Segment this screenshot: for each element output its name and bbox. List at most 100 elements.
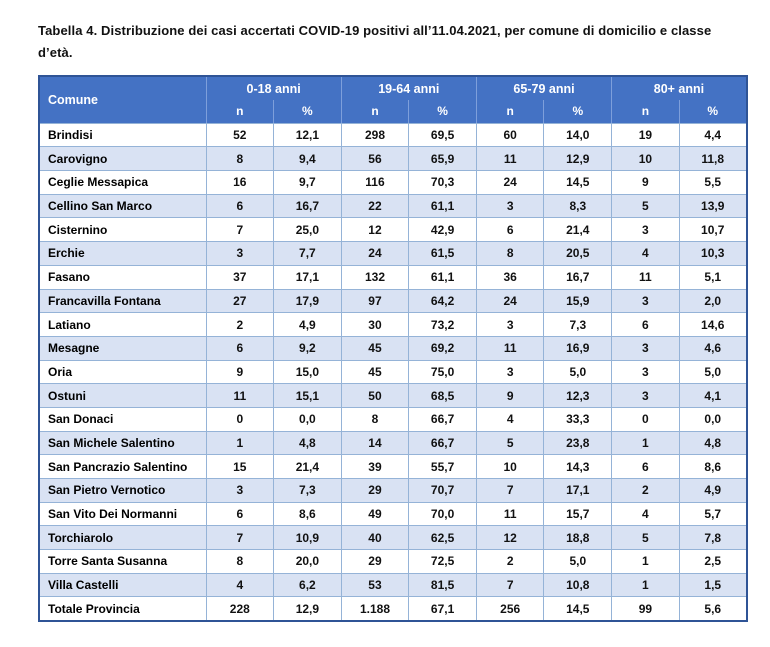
count-cell: 30 <box>340 312 410 337</box>
percent-cell: 12,3 <box>543 383 613 408</box>
count-cell: 3 <box>611 335 680 361</box>
table-row: Latiano 2 4,9 30 73,2 3 7,3 6 14,6 <box>38 312 748 337</box>
count-cell: 6 <box>475 217 545 243</box>
count-cell: 6 <box>205 193 275 219</box>
table-header: Comune 0-18 anni 19-64 anni 65-79 anni 80+ … <box>38 75 748 124</box>
comune-cell: Latiano <box>38 312 207 337</box>
percent-cell: 55,7 <box>408 454 477 479</box>
count-cell: 3 <box>611 288 680 314</box>
percent-cell: 75,0 <box>408 359 477 385</box>
table-row: Fasano 37 17,1 132 61,1 36 16,7 11 5,1 <box>38 264 748 290</box>
percent-cell: 17,1 <box>273 264 342 290</box>
header-sub-count: n <box>611 100 680 124</box>
table-row: Brindisi 52 12,1 298 69,5 60 14,0 19 4,4 <box>38 122 748 148</box>
count-cell: 99 <box>611 596 680 622</box>
percent-cell: 6,2 <box>273 572 342 598</box>
table-row: Carovigno 8 9,4 56 65,9 11 12,9 10 11,8 <box>38 146 748 172</box>
table-row: San Pietro Vernotico 3 7,3 29 70,7 7 17,1 2 4,9 <box>38 478 748 503</box>
count-cell: 6 <box>205 501 275 527</box>
header-sub-percent: % <box>543 100 613 124</box>
count-cell: 6 <box>205 335 275 361</box>
count-cell: 24 <box>475 170 545 195</box>
table-row: San Michele Salentino 1 4,8 14 66,7 5 23,8 1 4,8 <box>38 430 748 456</box>
count-cell: 4 <box>611 241 680 266</box>
header-age-group: 80+ anni <box>611 75 748 101</box>
percent-cell: 4,9 <box>273 312 342 337</box>
percent-cell: 14,6 <box>678 312 748 337</box>
count-cell: 228 <box>205 596 275 622</box>
percent-cell: 12,9 <box>273 596 342 622</box>
percent-cell: 0,0 <box>273 406 342 432</box>
percent-cell: 66,7 <box>408 406 477 432</box>
percent-cell: 9,4 <box>273 146 342 172</box>
count-cell: 11 <box>475 335 545 361</box>
percent-cell: 9,7 <box>273 170 342 195</box>
percent-cell: 0,0 <box>678 406 748 432</box>
percent-cell: 12,1 <box>273 122 342 148</box>
comune-cell: San Pancrazio Salentino <box>38 454 207 479</box>
count-cell: 40 <box>340 525 410 551</box>
percent-cell: 5,0 <box>543 549 613 574</box>
percent-cell: 5,0 <box>678 359 748 385</box>
count-cell: 56 <box>340 146 410 172</box>
percent-cell: 2,0 <box>678 288 748 314</box>
count-cell: 298 <box>340 122 410 148</box>
header-age-group: 0-18 anni <box>205 75 342 101</box>
percent-cell: 10,9 <box>273 525 342 551</box>
comune-cell: San Pietro Vernotico <box>38 478 207 503</box>
percent-cell: 15,1 <box>273 383 342 408</box>
count-cell: 3 <box>611 217 680 243</box>
count-cell: 15 <box>205 454 275 479</box>
count-cell: 6 <box>611 454 680 479</box>
count-cell: 19 <box>611 122 680 148</box>
percent-cell: 69,2 <box>408 335 477 361</box>
percent-cell: 4,4 <box>678 122 748 148</box>
table-row: Torchiarolo 7 10,9 40 62,5 12 18,8 5 7,8 <box>38 525 748 551</box>
count-cell: 1.188 <box>340 596 410 622</box>
count-cell: 3 <box>611 359 680 385</box>
percent-cell: 69,5 <box>408 122 477 148</box>
count-cell: 11 <box>475 501 545 527</box>
percent-cell: 70,7 <box>408 478 477 503</box>
percent-cell: 61,1 <box>408 264 477 290</box>
percent-cell: 70,0 <box>408 501 477 527</box>
count-cell: 60 <box>475 122 545 148</box>
comune-cell: Cellino San Marco <box>38 193 207 219</box>
comune-cell: San Michele Salentino <box>38 430 207 456</box>
percent-cell: 20,5 <box>543 241 613 266</box>
count-cell: 4 <box>205 572 275 598</box>
count-cell: 7 <box>475 478 545 503</box>
percent-cell: 16,7 <box>543 264 613 290</box>
count-cell: 11 <box>475 146 545 172</box>
percent-cell: 8,6 <box>678 454 748 479</box>
count-cell: 2 <box>205 312 275 337</box>
header-age-group: 65-79 anni <box>475 75 613 101</box>
count-cell: 1 <box>611 430 680 456</box>
count-cell: 0 <box>611 406 680 432</box>
count-cell: 9 <box>205 359 275 385</box>
count-cell: 24 <box>340 241 410 266</box>
covid-distribution-table: Comune 0-18 anni 19-64 anni 65-79 anni 80+ … <box>38 75 748 622</box>
count-cell: 8 <box>340 406 410 432</box>
percent-cell: 5,5 <box>678 170 748 195</box>
percent-cell: 25,0 <box>273 217 342 243</box>
percent-cell: 66,7 <box>408 430 477 456</box>
header-age-group: 19-64 anni <box>340 75 477 101</box>
count-cell: 4 <box>611 501 680 527</box>
percent-cell: 10,8 <box>543 572 613 598</box>
count-cell: 8 <box>475 241 545 266</box>
percent-cell: 5,7 <box>678 501 748 527</box>
table-row: Mesagne 6 9,2 45 69,2 11 16,9 3 4,6 <box>38 335 748 361</box>
percent-cell: 61,5 <box>408 241 477 266</box>
header-sub-percent: % <box>408 100 477 124</box>
percent-cell: 73,2 <box>408 312 477 337</box>
percent-cell: 1,5 <box>678 572 748 598</box>
table-row: San Pancrazio Salentino 15 21,4 39 55,7 10 14,… <box>38 454 748 479</box>
percent-cell: 18,8 <box>543 525 613 551</box>
table-row: Torre Santa Susanna 8 20,0 29 72,5 2 5,0 1 2,5 <box>38 549 748 574</box>
count-cell: 7 <box>205 525 275 551</box>
percent-cell: 17,1 <box>543 478 613 503</box>
count-cell: 1 <box>205 430 275 456</box>
percent-cell: 13,9 <box>678 193 748 219</box>
comune-cell: Erchie <box>38 241 207 266</box>
